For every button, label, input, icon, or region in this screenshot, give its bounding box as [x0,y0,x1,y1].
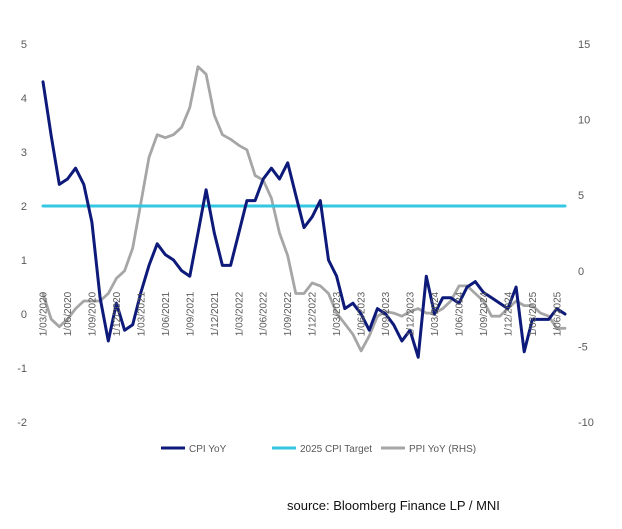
x-tick-label: 1/12/2022 [308,291,319,336]
left-tick-label: -1 [17,363,27,375]
left-tick-label: 4 [21,93,27,105]
x-tick-label: 1/12/2020 [112,291,123,336]
x-tick-label: 1/03/2022 [234,291,245,336]
right-tick-label: 15 [578,39,590,51]
left-tick-label: 2 [21,201,27,213]
x-tick-label: 1/03/2024 [430,291,441,336]
left-tick-label: -2 [17,417,27,429]
left-axis-ticks: -2 -1 0 1 2 3 4 5 [17,39,27,429]
right-axis-ticks: -10 -5 0 5 10 15 [578,39,594,429]
x-tick-label: 1/09/2020 [87,291,98,336]
left-tick-label: 5 [21,39,27,51]
legend-label: 2025 CPI Target [300,444,372,455]
x-tick-label: 1/06/2022 [259,291,270,336]
legend-label: CPI YoY [189,444,227,455]
x-tick-label: 1/09/2021 [185,291,196,336]
legend-label: PPI YoY (RHS) [409,444,476,455]
right-tick-label: 5 [578,190,584,202]
x-tick-label: 1/06/2023 [357,291,368,336]
left-tick-label: 0 [21,309,27,321]
x-tick-label: 1/09/2022 [283,291,294,336]
x-tick-label: 1/12/2021 [210,291,221,336]
x-tick-label: 1/06/2021 [161,291,172,336]
x-tick-label: 1/06/2020 [63,291,74,336]
x-tick-label: 1/12/2023 [406,291,417,336]
right-tick-label: 10 [578,115,590,127]
right-tick-label: -5 [578,341,588,353]
left-tick-label: 1 [21,255,27,267]
x-axis-ticks: 1/03/2020 1/06/2020 1/09/2020 1/12/2020 1/03… [39,291,564,336]
right-tick-label: 0 [578,266,584,278]
x-tick-label: 1/09/2023 [381,291,392,336]
right-tick-label: -10 [578,417,594,429]
series-line-cpi-yoy [41,80,567,359]
legend: CPI YoY 2025 CPI Target PPI YoY (RHS) [161,444,476,455]
source-note: source: Bloomberg Finance LP / MNI [287,498,500,513]
x-tick-label: 1/06/2025 [552,291,563,336]
x-tick-label: 1/03/2023 [332,291,343,336]
x-tick-label: 1/09/2024 [479,291,490,336]
x-tick-label: 1/03/2020 [39,291,50,336]
x-tick-label: 1/03/2021 [136,291,147,336]
x-tick-label: 1/06/2024 [455,291,466,336]
left-tick-label: 3 [21,147,27,159]
series-layer [41,65,567,359]
x-tick-label: 1/12/2024 [503,291,514,336]
x-tick-label: 1/03/2025 [528,291,539,336]
series-line-ppi-yoy-rhs [41,65,567,353]
